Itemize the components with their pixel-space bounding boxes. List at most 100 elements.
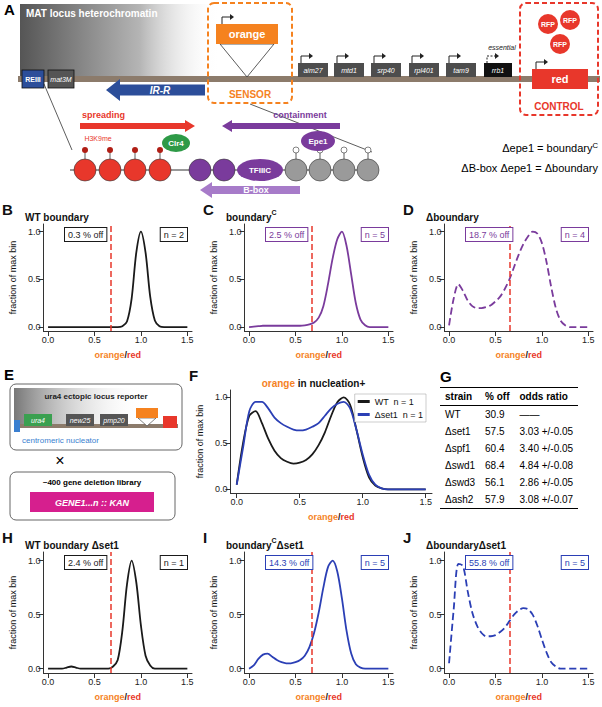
svg-text:fraction of max bin: fraction of max bin: [195, 405, 205, 479]
svg-text:TFIIIC: TFIIIC: [249, 166, 271, 175]
svg-text:1.5: 1.5: [382, 335, 395, 345]
svg-text:C: C: [203, 201, 214, 218]
svg-text:tam9: tam9: [453, 67, 469, 74]
svg-text:n = 5: n = 5: [365, 230, 385, 240]
svg-text:RFP: RFP: [563, 17, 577, 24]
svg-text:0.0: 0.0: [215, 484, 228, 494]
svg-text:1.0: 1.0: [536, 677, 549, 687]
svg-text:fraction of max bin: fraction of max bin: [409, 576, 419, 650]
svg-text:fraction of max bin: fraction of max bin: [209, 241, 219, 315]
svg-text:MAT locus heterochromatin: MAT locus heterochromatin: [26, 8, 158, 19]
svg-text:0.0: 0.0: [230, 497, 243, 507]
svg-text:1.5: 1.5: [181, 335, 194, 345]
svg-text:1.0: 1.0: [356, 497, 369, 507]
svg-text:red: red: [127, 350, 141, 360]
svg-text:1.0: 1.0: [429, 556, 442, 566]
svg-text:rpl401: rpl401: [414, 67, 434, 75]
svg-text:ΔB-box Δepe1 = Δboundary: ΔB-box Δepe1 = Δboundary: [461, 162, 598, 174]
svg-text:orange: orange: [229, 28, 266, 40]
svg-text:orange: orange: [94, 350, 124, 360]
svg-text:new25: new25: [70, 417, 91, 424]
svg-text:IR-R: IR-R: [150, 85, 171, 96]
svg-text:0.5: 0.5: [489, 677, 502, 687]
svg-text:RFP: RFP: [553, 41, 567, 48]
svg-text:srp40: srp40: [377, 67, 395, 75]
svg-text:fraction of max bin: fraction of max bin: [8, 241, 18, 315]
svg-text:1.0: 1.0: [429, 227, 442, 237]
svg-text:Δset1: Δset1: [277, 540, 305, 551]
svg-text:Clr4: Clr4: [168, 139, 184, 148]
svg-text:red: red: [551, 73, 568, 85]
svg-text:1.0: 1.0: [336, 335, 349, 345]
svg-text:0.5: 0.5: [429, 610, 442, 620]
svg-text:1.5: 1.5: [582, 335, 595, 345]
svg-text:boundary: boundary: [226, 212, 272, 223]
svg-text:ΔboundaryΔset1: ΔboundaryΔset1: [426, 540, 506, 551]
svg-text:red: red: [328, 350, 342, 360]
svg-text:orange: orange: [94, 692, 124, 702]
svg-text:0.0: 0.0: [443, 335, 456, 345]
svg-text:1.0: 1.0: [28, 556, 41, 566]
svg-text:orange: orange: [262, 378, 296, 389]
svg-text:~400 gene deletion library: ~400 gene deletion library: [43, 478, 142, 487]
svg-text:0.5: 0.5: [489, 335, 502, 345]
svg-text:fraction of max bin: fraction of max bin: [8, 576, 18, 650]
svg-text:fraction of max bin: fraction of max bin: [409, 241, 419, 315]
svg-text:rrb1: rrb1: [492, 67, 505, 74]
svg-text:essential: essential: [488, 44, 516, 51]
svg-text:E: E: [4, 366, 14, 383]
svg-text:mtd1: mtd1: [341, 67, 357, 74]
svg-text:0.5: 0.5: [28, 274, 41, 284]
svg-text:Δboundary: Δboundary: [426, 212, 479, 223]
svg-text:1.0: 1.0: [28, 227, 41, 237]
svg-text:spreading: spreading: [82, 110, 125, 120]
svg-text:1.5: 1.5: [382, 677, 395, 687]
svg-text:fraction of max bin: fraction of max bin: [209, 576, 219, 650]
svg-text:n = 2: n = 2: [164, 230, 184, 240]
svg-text:0.0: 0.0: [429, 664, 442, 674]
svg-text:D: D: [403, 201, 414, 218]
svg-text:0.5: 0.5: [289, 677, 302, 687]
svg-text:0.0: 0.0: [42, 335, 55, 345]
svg-text:2.4 % off: 2.4 % off: [68, 558, 104, 568]
svg-text:pmp20: pmp20: [102, 417, 125, 425]
svg-text:1.0: 1.0: [229, 227, 242, 237]
svg-text:0.0: 0.0: [243, 335, 256, 345]
svg-text:×: ×: [55, 452, 64, 469]
svg-text:0.5: 0.5: [229, 274, 242, 284]
svg-text:red: red: [328, 692, 342, 702]
svg-text:H3K9me: H3K9me: [84, 135, 111, 142]
svg-text:J: J: [403, 529, 411, 546]
svg-text:14.3 % off: 14.3 % off: [269, 558, 310, 568]
svg-text:RFP: RFP: [541, 21, 555, 28]
svg-text:boundary: boundary: [226, 540, 272, 551]
svg-text:1.0: 1.0: [135, 677, 148, 687]
svg-text:Δset1 n = 1: Δset1 n = 1: [375, 410, 423, 420]
svg-text:mat3M: mat3M: [50, 76, 72, 83]
svg-text:1.5: 1.5: [582, 677, 595, 687]
svg-text:0.0: 0.0: [28, 664, 41, 674]
svg-text:WT n = 1: WT n = 1: [375, 397, 414, 407]
svg-text:0.5: 0.5: [215, 438, 228, 448]
svg-text:1.0: 1.0: [135, 335, 148, 345]
svg-text:orange: orange: [295, 350, 325, 360]
svg-text:0.5: 0.5: [429, 274, 442, 284]
svg-text:CONTROL: CONTROL: [534, 101, 583, 112]
svg-text:18.7 % off: 18.7 % off: [469, 230, 510, 240]
svg-text:ura4 ectopic locus reporter: ura4 ectopic locus reporter: [44, 392, 147, 401]
svg-text:REIII: REIII: [25, 76, 41, 83]
svg-text:GENE1...n :: KAN: GENE1...n :: KAN: [55, 498, 130, 508]
svg-text:orange: orange: [495, 692, 525, 702]
svg-text:B: B: [2, 201, 13, 218]
svg-text:2.5 % off: 2.5 % off: [269, 230, 305, 240]
svg-text:C: C: [272, 209, 277, 216]
svg-text:n = 1: n = 1: [164, 558, 184, 568]
svg-text:0.5: 0.5: [229, 610, 242, 620]
svg-text:orange: orange: [308, 512, 338, 522]
svg-text:0.0: 0.0: [229, 664, 242, 674]
svg-text:0.0: 0.0: [243, 677, 256, 687]
svg-text:0.0: 0.0: [229, 322, 242, 332]
svg-text:55.8 % off: 55.8 % off: [469, 558, 510, 568]
svg-text:0.0: 0.0: [429, 322, 442, 332]
svg-text:0.0: 0.0: [443, 677, 456, 687]
